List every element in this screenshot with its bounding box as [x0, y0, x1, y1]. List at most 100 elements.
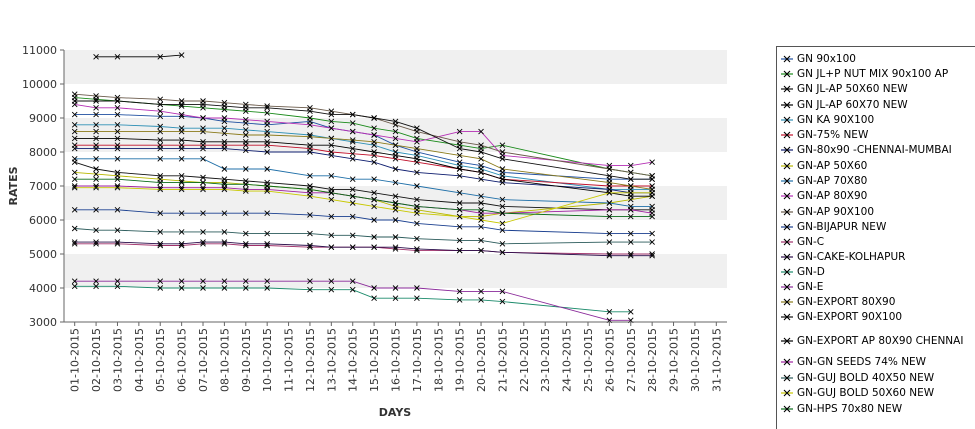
y-axis-label: RATES: [7, 166, 20, 205]
legend: GN 90x100 GN JL+P NUT MIX 90x100 AP GN JL-…: [776, 46, 975, 429]
data-point: [649, 159, 655, 166]
data-point: [178, 210, 185, 217]
legend-marker-icon: [781, 313, 793, 321]
data-point: [264, 118, 270, 125]
data-point: [627, 206, 634, 213]
data-point: [392, 118, 399, 125]
y-tick-label: 9000: [29, 112, 57, 125]
data-point: [606, 172, 613, 179]
data-point: [93, 135, 99, 142]
data-point: [392, 135, 399, 142]
legend-label: GN-C: [797, 236, 825, 248]
x-tick-label: 27-10-2015: [625, 328, 638, 392]
data-point: [371, 138, 377, 145]
legend-label: GN-EXPORT 90X100: [797, 311, 903, 323]
data-point: [114, 98, 121, 104]
data-point: [71, 278, 78, 285]
data-point: [349, 120, 356, 126]
x-tick-label: 05-10-2015: [154, 328, 167, 392]
series: [93, 52, 185, 60]
data-point: [499, 210, 506, 217]
data-point: [71, 169, 78, 176]
data-point: [264, 183, 270, 189]
series-line: [74, 280, 631, 321]
data-point: [178, 186, 185, 193]
x-tick-label: 30-10-2015: [689, 328, 702, 392]
data-point: [93, 176, 99, 183]
x-tick-label: 18-10-2015: [432, 328, 445, 392]
data-point: [414, 210, 420, 217]
data-point: [328, 152, 335, 159]
data-point: [371, 196, 377, 203]
data-point: [349, 150, 356, 157]
legend-marker-icon: [781, 131, 793, 139]
data-point: [627, 239, 634, 245]
data-point: [649, 176, 655, 183]
data-point: [328, 189, 335, 196]
x-tick-label: 09-10-2015: [240, 328, 253, 392]
data-point: [606, 230, 613, 237]
x-tick-label: 25-10-2015: [582, 328, 595, 392]
x-tick-label: 06-10-2015: [176, 328, 189, 392]
data-point: [456, 288, 463, 295]
data-point: [71, 135, 78, 142]
x-tick-label: 23-10-2015: [539, 328, 552, 392]
data-point: [392, 244, 399, 251]
legend-label: GN-CAKE-KOLHAPUR: [797, 251, 906, 263]
data-point: [264, 166, 270, 172]
data-point: [478, 247, 484, 254]
data-point: [242, 188, 249, 194]
x-tick-label: 31-10-2015: [710, 328, 723, 392]
data-point: [414, 235, 420, 242]
data-point: [200, 210, 206, 217]
data-point: [264, 210, 270, 217]
legend-label: GN-75% NEW: [797, 129, 869, 141]
data-point: [499, 203, 506, 210]
data-point: [93, 98, 99, 104]
data-point: [71, 239, 78, 245]
data-point: [478, 288, 484, 295]
data-point: [371, 159, 377, 166]
data-point: [499, 149, 506, 155]
y-tick-label: 11000: [22, 44, 57, 57]
data-point: [649, 252, 655, 259]
data-point: [157, 53, 164, 60]
data-point: [606, 179, 613, 186]
data-point: [178, 145, 185, 152]
data-point: [307, 149, 313, 155]
data-point: [414, 220, 420, 227]
series-line: [74, 285, 631, 313]
data-point: [478, 237, 484, 244]
data-point: [478, 176, 484, 183]
series: [71, 98, 655, 183]
data-point: [392, 193, 399, 200]
data-point: [414, 295, 420, 302]
data-point: [114, 278, 121, 285]
x-tick-label: 02-10-2015: [90, 328, 103, 392]
legend-marker-icon: [781, 55, 793, 63]
data-point: [242, 210, 249, 217]
series: [71, 278, 634, 324]
data-point: [456, 223, 463, 230]
data-point: [114, 155, 121, 162]
data-point: [93, 121, 99, 128]
data-point: [478, 128, 484, 135]
data-point: [307, 133, 313, 140]
data-point: [264, 132, 270, 138]
series: [71, 225, 655, 247]
data-point: [328, 286, 335, 293]
data-point: [371, 203, 377, 210]
legend-marker-icon: [781, 85, 793, 93]
data-point: [606, 166, 613, 172]
data-point: [114, 104, 121, 111]
x-tick-label: 19-10-2015: [454, 328, 467, 392]
legend-marker-icon: [781, 253, 793, 261]
data-point: [392, 179, 399, 186]
data-point: [157, 123, 164, 130]
data-point: [499, 166, 506, 172]
data-point: [371, 149, 377, 155]
data-point: [456, 247, 463, 254]
data-point: [93, 104, 99, 111]
data-point: [456, 213, 463, 220]
